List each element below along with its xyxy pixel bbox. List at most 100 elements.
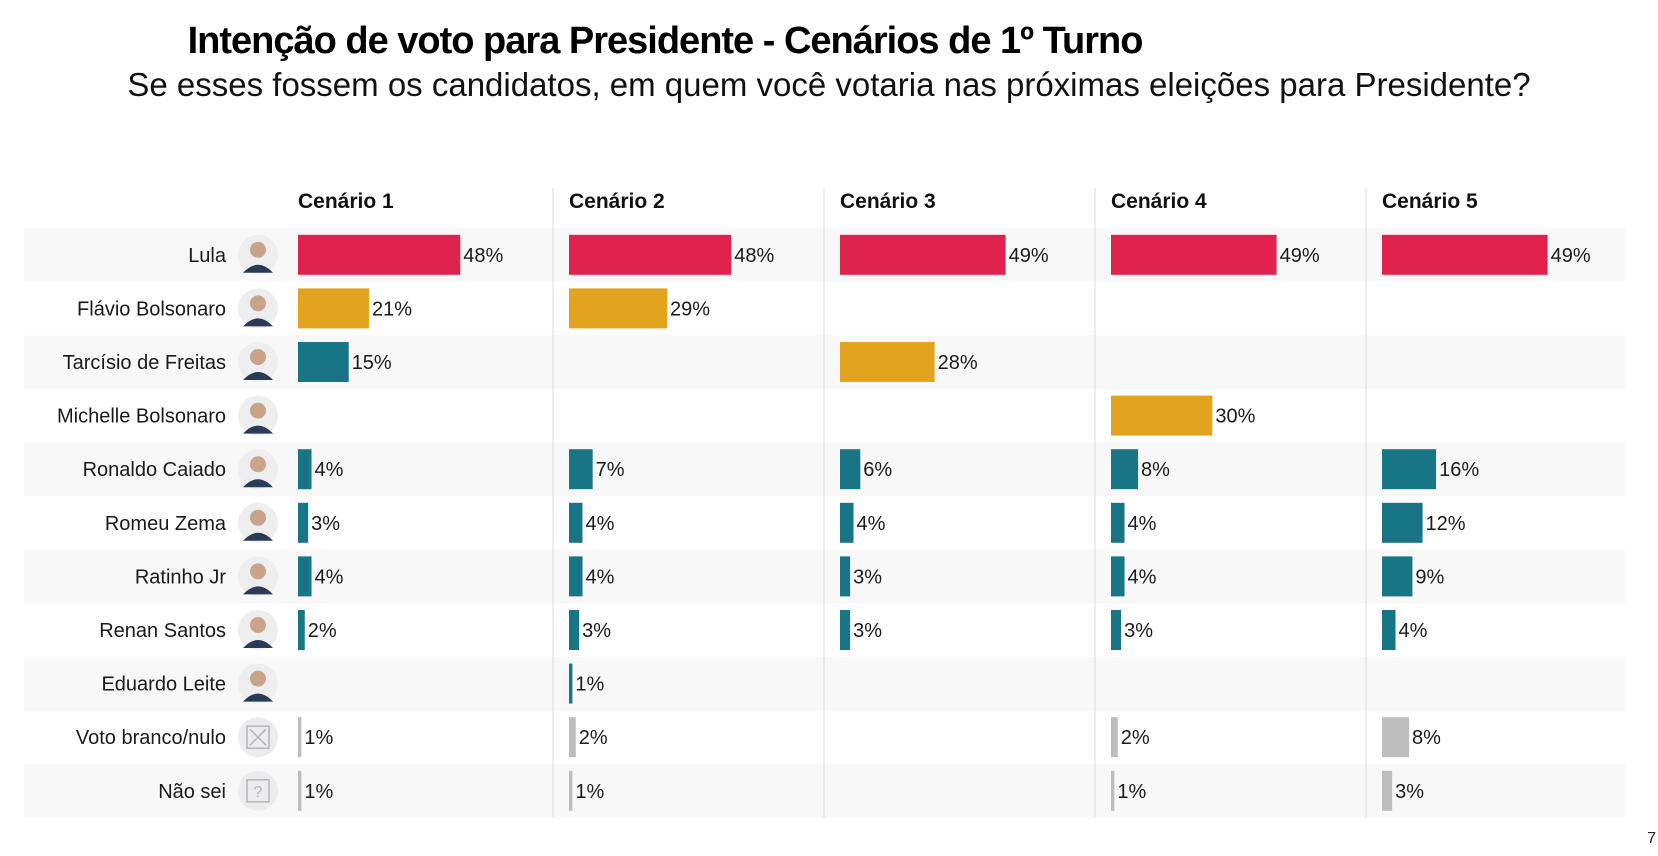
bar: [840, 449, 861, 490]
bar-value-label: 49%: [1009, 245, 1049, 267]
bar-value-label: 3%: [853, 566, 882, 588]
avatar-face-icon: [250, 509, 266, 526]
scenario-header: Cenário 3: [840, 190, 936, 213]
bar: [298, 449, 312, 490]
bar-value-label: 8%: [1412, 727, 1441, 749]
scenario-header: Cenário 4: [1111, 190, 1207, 213]
candidate-label: Ronaldo Caiado: [83, 459, 226, 481]
bar-value-label: 3%: [1395, 781, 1424, 803]
bar-value-label: 2%: [308, 620, 337, 642]
avatar-body-icon: [243, 693, 273, 702]
bar: [298, 717, 302, 758]
bar: [840, 610, 851, 650]
bar-value-label: 15%: [352, 352, 392, 374]
candidate-label: Tarcísio de Freitas: [63, 352, 226, 374]
candidate-label: Voto branco/nulo: [76, 727, 226, 749]
bar-value-label: 9%: [1415, 566, 1444, 588]
candidate-label: Lula: [188, 245, 227, 267]
bar: [569, 663, 573, 704]
bar: [569, 770, 573, 811]
avatar-body-icon: [243, 264, 273, 273]
bar-value-label: 3%: [1124, 620, 1153, 642]
bar-value-label: 4%: [586, 566, 615, 588]
bar-value-label: 7%: [596, 459, 625, 481]
bar: [1111, 556, 1125, 597]
question-icon: ?: [254, 784, 263, 801]
bar: [1382, 717, 1410, 758]
bar: [1382, 234, 1548, 275]
candidate-label: Romeu Zema: [105, 513, 227, 535]
page-number: 7: [1647, 830, 1656, 847]
avatar-face-icon: [250, 617, 266, 633]
bar: [1111, 717, 1118, 758]
candidate-label: Não sei: [158, 781, 226, 803]
bar: [298, 234, 461, 275]
candidate-label: Eduardo Leite: [101, 674, 226, 696]
bar: [1111, 234, 1277, 275]
avatar-body-icon: [243, 372, 273, 380]
option-box-icon: [246, 779, 270, 803]
bar: [1111, 770, 1115, 811]
bar: [840, 502, 854, 543]
bar-value-label: 30%: [1215, 406, 1255, 428]
bar-value-label: 4%: [315, 566, 344, 588]
candidate-label: Michelle Bolsonaro: [57, 406, 226, 428]
bar: [298, 770, 302, 811]
bar: [298, 342, 349, 382]
avatar-face-icon: [250, 456, 266, 473]
bar-value-label: 2%: [1121, 727, 1150, 749]
avatar-face-icon: [250, 402, 266, 419]
bar: [569, 610, 580, 650]
avatar-body-icon: [243, 318, 273, 327]
bar: [569, 556, 583, 597]
bar-value-label: 1%: [1117, 781, 1146, 803]
bar-value-label: 4%: [857, 513, 886, 535]
avatar-face-icon: [250, 349, 266, 365]
chart-title: Intenção de voto para Presidente - Cenár…: [187, 20, 1144, 62]
bar-value-label: 1%: [304, 781, 333, 803]
bar-value-label: 4%: [586, 513, 615, 535]
avatar-body-icon: [243, 532, 273, 541]
scenario-header: Cenário 5: [1382, 190, 1478, 213]
bar-value-label: 6%: [863, 459, 892, 481]
bar-value-label: 48%: [734, 245, 774, 267]
bar-value-label: 12%: [1426, 513, 1466, 535]
bar: [1382, 770, 1393, 811]
bar-value-label: 49%: [1551, 245, 1591, 267]
chart-subtitle: Se esses fossem os candidatos, em quem v…: [127, 66, 1531, 103]
option-box-icon: [246, 725, 270, 749]
bar: [298, 610, 305, 650]
bar: [569, 502, 583, 543]
avatar-body-icon: [243, 640, 273, 648]
scenario-header: Cenário 1: [298, 190, 394, 213]
bar: [1382, 610, 1396, 650]
avatar-body-icon: [243, 479, 273, 488]
candidate-label: Flávio Bolsonaro: [77, 298, 226, 320]
avatar-face-icon: [250, 295, 266, 312]
bar: [1382, 556, 1413, 597]
avatar-body-icon: [243, 425, 273, 434]
bar-value-label: 29%: [670, 298, 710, 320]
bar: [298, 556, 312, 597]
x-icon: [249, 728, 267, 746]
bar-value-label: 1%: [575, 674, 604, 696]
bar: [840, 234, 1006, 275]
bar-value-label: 49%: [1280, 245, 1320, 267]
bar: [1111, 449, 1139, 490]
bar: [569, 234, 732, 275]
bar: [1111, 395, 1213, 436]
bar: [1111, 610, 1122, 650]
bar-value-label: 3%: [582, 620, 611, 642]
bar-value-label: 21%: [372, 298, 412, 320]
bar: [1382, 502, 1423, 543]
avatar-face-icon: [250, 670, 266, 687]
bar: [298, 502, 309, 543]
bar-value-label: 1%: [575, 781, 604, 803]
bar-value-label: 8%: [1141, 459, 1170, 481]
scenario-header: Cenário 2: [569, 190, 665, 213]
bar: [569, 288, 668, 329]
candidate-label: Ratinho Jr: [135, 566, 226, 588]
bar: [840, 556, 851, 597]
candidate-label: Renan Santos: [99, 620, 226, 642]
